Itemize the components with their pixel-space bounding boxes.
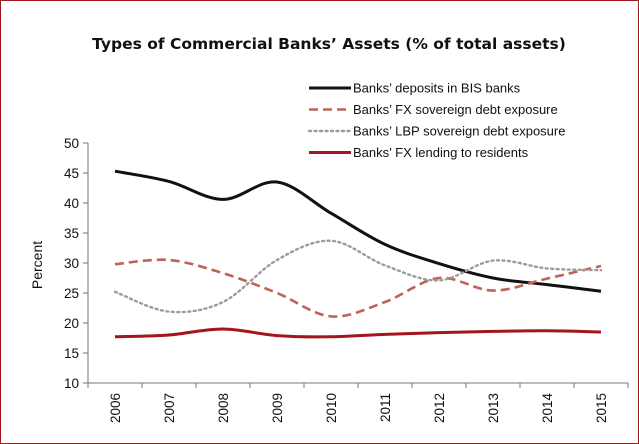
y-tick-label: 15: [64, 346, 79, 361]
x-tick-label: 2012: [432, 393, 447, 423]
y-tick-label: 50: [64, 136, 79, 151]
legend-label: Banks’ deposits in BIS banks: [353, 81, 521, 96]
y-tick-label: 40: [64, 196, 79, 211]
y-tick-label: 20: [64, 316, 79, 331]
x-tick-label: 2013: [486, 393, 501, 423]
series-lines: [113, 169, 603, 339]
series-line-2: [114, 258, 602, 318]
y-tick-label: 25: [64, 286, 79, 301]
x-tick-label: 2014: [540, 393, 555, 424]
x-tick-label: 2009: [270, 393, 285, 423]
legend: Banks’ deposits in BIS banks Banks’ FX so…: [307, 81, 565, 160]
legend-label: Banks’ LBP sovereign debt exposure: [353, 124, 565, 139]
x-tick-label: 2006: [108, 393, 123, 423]
series-line-1: [114, 169, 602, 293]
series-line-3: [113, 239, 603, 314]
y-tick-label: 10: [64, 376, 79, 391]
x-tick-label: 2010: [324, 393, 339, 423]
y-tick-label: 45: [64, 166, 79, 181]
axes: 10 15 20 25 30 35 40 45 50 2006 2007 2008 2009 2010 20…: [64, 136, 629, 424]
legend-label: Banks’ FX sovereign debt exposure: [353, 102, 558, 117]
x-tick-label: 2015: [594, 393, 609, 423]
y-axis-label: Percent: [29, 241, 45, 289]
x-tick-label: 2008: [216, 393, 231, 423]
x-tick-label: 2011: [378, 393, 393, 422]
chart-title: Types of Commercial Banks’ Assets (% of …: [92, 35, 566, 53]
x-tick-label: 2007: [162, 393, 177, 423]
y-tick-label: 35: [64, 226, 79, 241]
legend-label: Banks’ FX lending to residents: [353, 145, 529, 160]
series-line-4: [114, 327, 602, 339]
y-tick-label: 30: [64, 256, 79, 271]
